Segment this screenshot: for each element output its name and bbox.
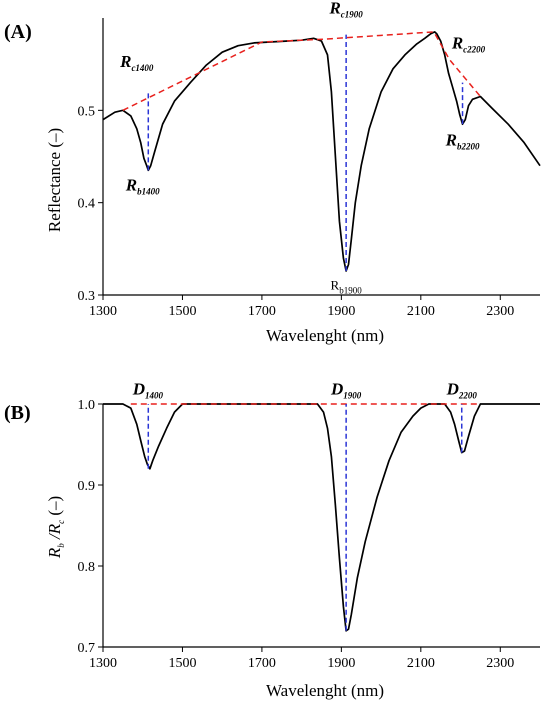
- panel-a-y-tick-label: 0.3: [78, 289, 96, 304]
- panel-a-x-tick-label: 1300: [89, 304, 117, 319]
- panel-b-x-tick-label: 1700: [248, 656, 276, 671]
- panel-b-x-tick-label: 2300: [486, 656, 514, 671]
- panel-a-label: (A): [4, 21, 32, 43]
- panel-b-annotation-d2200: D2200: [446, 379, 478, 400]
- panel-b-y-tick-label: 0.8: [78, 560, 96, 575]
- panel-b-label: (B): [4, 402, 31, 424]
- panel-b-x-tick-label: 1300: [89, 656, 117, 671]
- panel-b-y-axis-label: Rb /Rc (–): [45, 496, 66, 559]
- panel-a-annotation-rb1400: Rb1400: [125, 176, 160, 197]
- panel-a-annotations: Rc1400 Rb1400 Rc1900 Rb1900 Rc2200 Rb2200: [119, 0, 486, 295]
- panel-a-continuum-line: [122, 31, 481, 111]
- panel-a: (A) 1300 1500 1700 1900 2100 2300 0.3 0.4 0.5 Rc…: [4, 0, 541, 345]
- panel-a-annotation-rb1900: Rb1900: [331, 277, 363, 295]
- panel-a-annotation-rb2200: Rb2200: [445, 130, 480, 151]
- panel-b-y-tick-label: 1.0: [78, 398, 96, 413]
- panel-a-y-axis-label: Reflectance (–): [45, 128, 64, 232]
- panel-b-continuum-removed-line: [103, 403, 540, 632]
- panel-a-annotation-rc2200: Rc2200: [451, 33, 486, 54]
- panel-b-annotation-d1400: D1400: [132, 379, 164, 400]
- panel-a-x-tick-label: 2300: [486, 304, 514, 319]
- panel-a-x-tick-label: 1500: [168, 304, 196, 319]
- panel-a-y-tick-label: 0.4: [78, 197, 96, 212]
- panel-a-axes: 1300 1500 1700 1900 2100 2300 0.3 0.4 0.5: [78, 18, 540, 319]
- panel-b-annotations: D1400 D1900 D2200: [132, 379, 478, 400]
- panel-a-y-tick-label: 0.5: [78, 104, 96, 119]
- panel-a-annotation-rc1900: Rc1900: [328, 0, 363, 19]
- panel-a-x-tick-label: 1900: [327, 304, 355, 319]
- panel-a-x-tick-label: 2100: [407, 304, 435, 319]
- panel-b-axes: 1300 1500 1700 1900 2100 2300 0.7 0.8 0.9 1.0: [78, 398, 540, 671]
- panel-a-x-axis-label: Wavelenght (nm): [266, 326, 384, 345]
- panel-b-annotation-d1900: D1900: [330, 379, 362, 400]
- panel-b-x-tick-label: 1900: [327, 656, 355, 671]
- panel-b-x-tick-label: 2100: [407, 656, 435, 671]
- panel-b-x-axis-label: Wavelenght (nm): [266, 681, 384, 700]
- panel-b-y-tick-label: 0.9: [78, 479, 96, 494]
- panel-a-plot: [102, 31, 541, 272]
- panel-a-spectrum-line: [102, 31, 541, 272]
- panel-a-x-tick-label: 1700: [248, 304, 276, 319]
- panel-b: (B) 1300 1500 1700 1900 2100 2300 0.7 0.8 0.9 1.0…: [4, 379, 540, 700]
- panel-a-annotation-rc1400: Rc1400: [119, 52, 154, 73]
- panel-b-plot: [103, 403, 540, 632]
- panel-b-y-tick-label: 0.7: [78, 641, 96, 656]
- panel-b-x-tick-label: 1500: [168, 656, 196, 671]
